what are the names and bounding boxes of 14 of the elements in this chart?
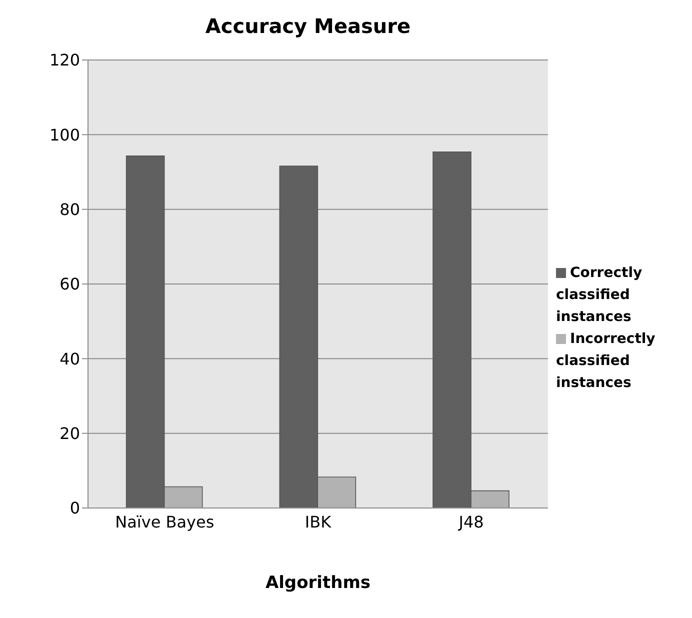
y-tick-label: 80	[60, 200, 80, 220]
x-tick-label: Naïve Bayes	[115, 512, 214, 532]
x-tick-label: IBK	[304, 512, 332, 532]
x-tick-label: J48	[458, 512, 484, 532]
y-tick-label: 40	[60, 349, 80, 368]
chart-title: Accuracy Measure	[204, 14, 412, 38]
y-tick-label: 20	[60, 424, 80, 444]
y-tick-label: 0	[70, 498, 80, 518]
legend-label: Incorrectly classified instances	[556, 331, 656, 391]
y-tick-label: 120	[49, 50, 80, 70]
y-tick-label: 100	[49, 125, 80, 144]
x-axis-title: Algorithms	[265, 573, 371, 593]
y-tick-label: 60	[60, 274, 80, 294]
legend-label: Correctly classified instances	[556, 265, 642, 325]
